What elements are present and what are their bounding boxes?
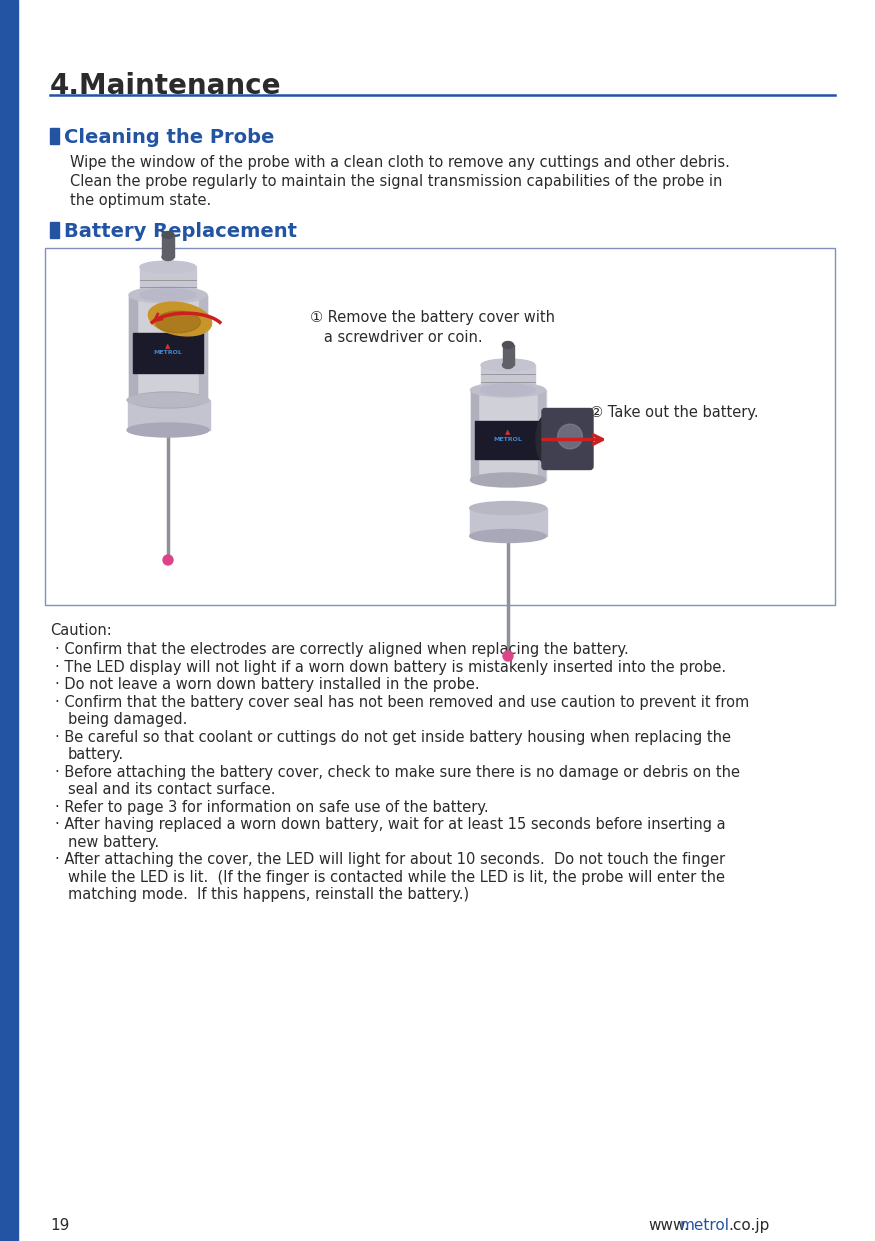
Text: Clean the probe regularly to maintain the signal transmission capabilities of th: Clean the probe regularly to maintain th…	[70, 174, 723, 189]
Ellipse shape	[470, 501, 546, 515]
Text: new battery.: new battery.	[68, 835, 159, 850]
Text: the optimum state.: the optimum state.	[70, 194, 211, 208]
Text: Wipe the window of the probe with a clean cloth to remove any cuttings and other: Wipe the window of the probe with a clea…	[70, 155, 730, 170]
Bar	[50, 222, 59, 238]
Text: ① Remove the battery cover with: ① Remove the battery cover with	[310, 310, 555, 325]
FancyBboxPatch shape	[542, 408, 593, 469]
Bar	[133, 333, 203, 372]
Bar	[503, 345, 514, 365]
Bar	[0, 0, 18, 1241]
Text: ② Take out the battery.: ② Take out the battery.	[590, 405, 759, 419]
Bar	[481, 365, 535, 390]
Text: ▲: ▲	[506, 429, 511, 436]
Ellipse shape	[536, 416, 554, 463]
Text: .co.jp: .co.jp	[728, 1217, 769, 1234]
Ellipse shape	[162, 253, 174, 261]
Ellipse shape	[129, 287, 207, 303]
Text: Caution:: Caution:	[50, 623, 112, 638]
Text: Battery Replacement: Battery Replacement	[64, 222, 297, 241]
Circle shape	[503, 652, 513, 661]
Bar	[471, 390, 546, 480]
Text: · Confirm that the battery cover seal has not been removed and use caution to pr: · Confirm that the battery cover seal ha…	[55, 695, 749, 710]
Text: · Before attaching the battery cover, check to make sure there is no damage or d: · Before attaching the battery cover, ch…	[55, 764, 740, 779]
Text: seal and its contact surface.: seal and its contact surface.	[68, 782, 276, 797]
Text: METROL: METROL	[493, 437, 522, 442]
Ellipse shape	[471, 383, 545, 397]
Bar	[471, 390, 478, 480]
Bar	[128, 400, 210, 429]
Text: matching mode.  If this happens, reinstall the battery.): matching mode. If this happens, reinstal…	[68, 887, 469, 902]
Text: · The LED display will not light if a worn down battery is mistakenly inserted i: · The LED display will not light if a wo…	[55, 660, 726, 675]
Text: a screwdriver or coin.: a screwdriver or coin.	[310, 330, 483, 345]
Ellipse shape	[502, 341, 514, 349]
Text: being damaged.: being damaged.	[68, 712, 187, 727]
Text: ▲: ▲	[165, 343, 171, 349]
Ellipse shape	[156, 311, 200, 333]
Ellipse shape	[481, 383, 535, 396]
Ellipse shape	[140, 261, 196, 273]
Ellipse shape	[502, 361, 514, 369]
Text: METROL: METROL	[154, 350, 183, 355]
Text: · Be careful so that coolant or cuttings do not get inside battery housing when : · Be careful so that coolant or cuttings…	[55, 730, 731, 745]
Bar	[199, 295, 207, 400]
Ellipse shape	[149, 302, 212, 336]
Circle shape	[163, 555, 173, 565]
Text: · After having replaced a worn down battery, wait for at least 15 seconds before: · After having replaced a worn down batt…	[55, 818, 725, 833]
Ellipse shape	[471, 473, 545, 486]
Bar	[129, 295, 207, 400]
Bar	[470, 508, 547, 536]
Text: 19: 19	[50, 1217, 69, 1234]
Bar	[538, 390, 545, 480]
Text: metrol: metrol	[680, 1217, 730, 1234]
Ellipse shape	[127, 423, 209, 437]
Bar	[475, 421, 542, 458]
Ellipse shape	[140, 289, 196, 302]
Ellipse shape	[127, 393, 209, 407]
Ellipse shape	[162, 232, 174, 238]
Text: 4.Maintenance: 4.Maintenance	[50, 72, 282, 101]
Text: battery.: battery.	[68, 747, 124, 762]
Text: · After attaching the cover, the LED will light for about 10 seconds.  Do not to: · After attaching the cover, the LED wil…	[55, 853, 725, 867]
Text: · Confirm that the electrodes are correctly aligned when replacing the battery.: · Confirm that the electrodes are correc…	[55, 643, 629, 658]
FancyBboxPatch shape	[45, 248, 835, 606]
Ellipse shape	[557, 424, 583, 449]
Text: Cleaning the Probe: Cleaning the Probe	[64, 128, 275, 146]
Bar	[140, 267, 196, 295]
Text: www.: www.	[648, 1217, 689, 1234]
Ellipse shape	[481, 359, 535, 371]
Text: · Refer to page 3 for information on safe use of the battery.: · Refer to page 3 for information on saf…	[55, 799, 488, 815]
Text: while the LED is lit.  (If the finger is contacted while the LED is lit, the pro: while the LED is lit. (If the finger is …	[68, 870, 725, 885]
Bar	[129, 295, 137, 400]
Bar	[50, 128, 59, 144]
Ellipse shape	[470, 530, 546, 542]
Ellipse shape	[129, 392, 207, 408]
Bar	[162, 235, 174, 257]
Text: · Do not leave a worn down battery installed in the probe.: · Do not leave a worn down battery insta…	[55, 678, 480, 692]
